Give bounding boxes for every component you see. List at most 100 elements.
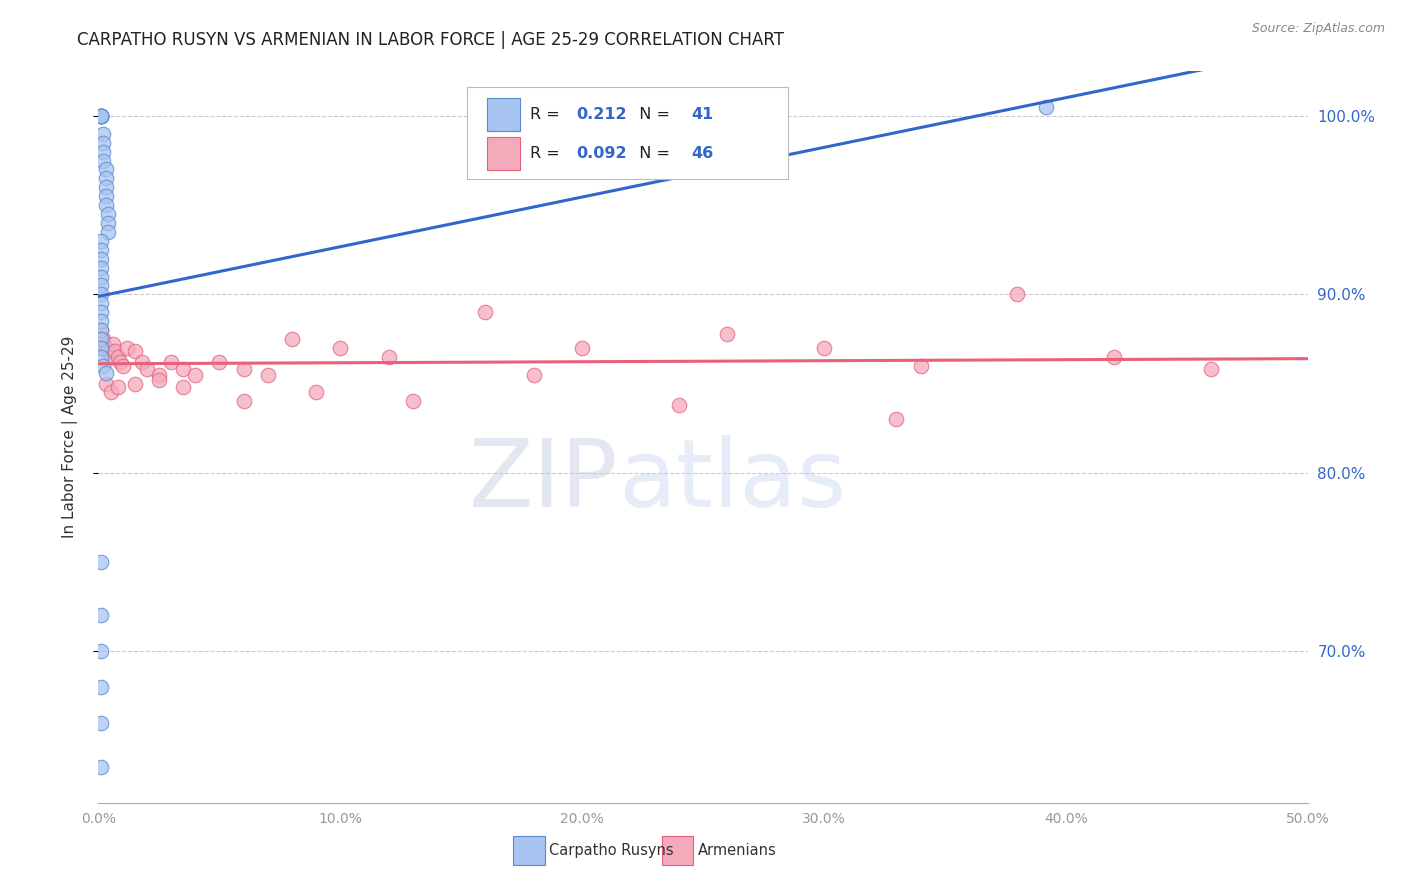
Text: 0.212: 0.212 xyxy=(576,107,627,122)
Point xyxy=(160,355,183,369)
Point xyxy=(305,385,328,400)
Point xyxy=(117,341,139,355)
Point xyxy=(91,145,114,159)
Point xyxy=(90,555,112,569)
Point xyxy=(232,362,254,376)
Point xyxy=(90,287,112,301)
Point xyxy=(232,394,254,409)
Point xyxy=(90,341,112,355)
Point xyxy=(256,368,278,382)
Point xyxy=(90,109,112,123)
Point xyxy=(131,355,153,369)
Point xyxy=(101,337,124,351)
Point xyxy=(90,109,112,123)
Point xyxy=(107,350,129,364)
Point xyxy=(107,380,129,394)
Point xyxy=(281,332,304,346)
Text: N =: N = xyxy=(630,146,675,161)
Point xyxy=(377,350,399,364)
Point xyxy=(104,344,127,359)
Point xyxy=(97,344,120,359)
Point xyxy=(90,350,112,364)
Point xyxy=(910,359,932,373)
Point xyxy=(90,296,112,310)
Point xyxy=(90,109,112,123)
Point xyxy=(523,368,546,382)
Point xyxy=(90,323,112,337)
Point xyxy=(97,216,120,230)
FancyBboxPatch shape xyxy=(486,98,520,131)
FancyBboxPatch shape xyxy=(662,836,693,865)
Text: 0.092: 0.092 xyxy=(576,146,627,161)
Point xyxy=(90,234,112,248)
FancyBboxPatch shape xyxy=(467,87,787,179)
Point xyxy=(1102,350,1125,364)
Text: CARPATHO RUSYN VS ARMENIAN IN LABOR FORCE | AGE 25-29 CORRELATION CHART: CARPATHO RUSYN VS ARMENIAN IN LABOR FORC… xyxy=(77,31,785,49)
Point xyxy=(97,207,120,221)
Y-axis label: In Labor Force | Age 25-29: In Labor Force | Age 25-29 xyxy=(62,336,77,538)
Point xyxy=(94,171,117,186)
Point xyxy=(90,252,112,266)
Point xyxy=(90,608,112,623)
Point xyxy=(172,362,194,376)
Point xyxy=(329,341,352,355)
Point xyxy=(91,153,114,168)
Point xyxy=(90,644,112,658)
Point xyxy=(91,332,114,346)
Point xyxy=(90,332,112,346)
Point xyxy=(148,368,170,382)
Text: Source: ZipAtlas.com: Source: ZipAtlas.com xyxy=(1251,22,1385,36)
Point xyxy=(90,109,112,123)
Point xyxy=(94,162,117,177)
Point xyxy=(135,362,157,376)
Text: 46: 46 xyxy=(690,146,713,161)
Point xyxy=(716,326,738,341)
Point xyxy=(474,305,496,319)
Point xyxy=(90,314,112,328)
Point xyxy=(90,323,112,337)
Point xyxy=(97,225,120,239)
Point xyxy=(1035,100,1057,114)
Point xyxy=(91,136,114,150)
Text: Carpatho Rusyns: Carpatho Rusyns xyxy=(550,843,673,858)
Point xyxy=(90,269,112,284)
Point xyxy=(402,394,425,409)
Text: N =: N = xyxy=(630,107,675,122)
Point xyxy=(94,376,117,391)
Point xyxy=(90,332,112,346)
Point xyxy=(90,278,112,293)
Text: ZIP: ZIP xyxy=(468,435,619,527)
Point xyxy=(208,355,231,369)
Point xyxy=(108,355,131,369)
Point xyxy=(90,680,112,694)
Point xyxy=(90,341,112,355)
Point xyxy=(172,380,194,394)
Text: R =: R = xyxy=(530,107,565,122)
Point xyxy=(90,109,112,123)
Point xyxy=(111,359,134,373)
Point xyxy=(148,373,170,387)
Point xyxy=(668,398,690,412)
Point xyxy=(94,189,117,203)
Text: atlas: atlas xyxy=(619,435,846,527)
FancyBboxPatch shape xyxy=(486,136,520,170)
Point xyxy=(1007,287,1029,301)
Point xyxy=(94,366,117,380)
Point xyxy=(886,412,908,426)
Point xyxy=(813,341,835,355)
Point xyxy=(94,180,117,194)
Point xyxy=(184,368,207,382)
Point xyxy=(100,350,122,364)
Point xyxy=(100,385,122,400)
Point xyxy=(1199,362,1222,376)
Point xyxy=(124,344,146,359)
Point xyxy=(94,341,117,355)
Point xyxy=(90,243,112,257)
Point xyxy=(91,127,114,141)
Text: Armenians: Armenians xyxy=(699,843,778,858)
Point xyxy=(90,305,112,319)
Point xyxy=(90,715,112,730)
FancyBboxPatch shape xyxy=(513,836,544,865)
Point xyxy=(90,109,112,123)
Point xyxy=(94,198,117,212)
